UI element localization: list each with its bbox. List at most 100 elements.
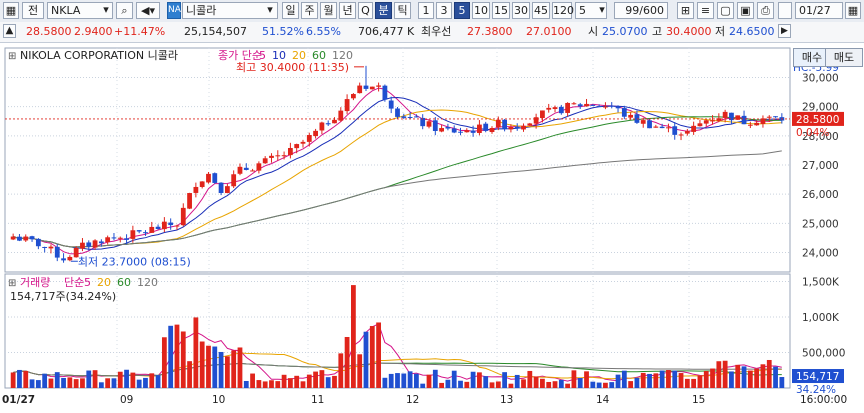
candle (262, 156, 268, 164)
tab-interval_tabs-2[interactable]: 5 (454, 2, 470, 19)
candle-body (61, 258, 66, 261)
grid-settings-icon[interactable]: ⊞ (677, 2, 694, 19)
calendar-icon[interactable]: ▦ (845, 2, 861, 19)
speaker-icon[interactable]: ◀▾ (136, 2, 160, 19)
volume-legend-item: 60 (117, 276, 131, 289)
candle-body (105, 237, 111, 243)
calendar-checkbox[interactable] (778, 2, 792, 19)
volume-bar (596, 382, 602, 388)
price-volume-chart[interactable]: 30,000 29,000 28,000 27,000 26,000 25,000 24,0… (0, 44, 864, 410)
grid-icon[interactable]: ▦ (3, 2, 19, 19)
volume-bar (634, 377, 640, 388)
candle-body (180, 207, 186, 226)
candle-body (338, 110, 344, 121)
volume-bar (363, 331, 369, 388)
candle (10, 233, 16, 241)
tab-period_tabs-4[interactable]: Q (358, 2, 373, 19)
candle-body (174, 225, 180, 227)
tab-period_tabs-6[interactable]: 틱 (394, 2, 411, 19)
volume-bar (10, 372, 16, 388)
tab-interval_tabs-1[interactable]: 3 (436, 2, 452, 19)
arrow-right-icon[interactable]: ▶ (778, 24, 791, 38)
interval-select[interactable]: 5 (575, 2, 607, 19)
tab-period_tabs-5[interactable]: 분 (375, 2, 392, 19)
volume-bar (17, 369, 22, 388)
tab-interval_tabs-7[interactable]: 120 (552, 2, 574, 19)
volume-bar (306, 374, 312, 388)
volume-bar (287, 378, 293, 388)
volume-expand-icon: ⊞ (8, 278, 16, 289)
search-icon[interactable]: ⌕ (116, 2, 133, 19)
candle-body (73, 248, 79, 258)
volume-bar (609, 382, 615, 388)
change-percent: +11.47% (114, 25, 166, 38)
tab-period_tabs-3[interactable]: 년 (339, 2, 356, 19)
tab-interval_tabs-4[interactable]: 15 (492, 2, 510, 19)
x-tick-label: 13 (500, 394, 513, 406)
volume-bar (678, 373, 684, 388)
candle-body (29, 236, 35, 240)
name-dropdown-icon[interactable]: ▾ (267, 3, 273, 16)
volume-bar (458, 380, 463, 388)
volume-bar (35, 380, 41, 388)
sell-button[interactable]: 매도 (825, 48, 863, 67)
volume-bar (187, 361, 192, 388)
volume-ma-line-120 (13, 362, 782, 377)
arrow-up-icon[interactable]: ▲ (3, 24, 16, 38)
tab-period_tabs-0[interactable]: 일 (282, 2, 299, 19)
count-display[interactable]: 99/600 (614, 2, 668, 19)
candle (174, 224, 180, 230)
window-icon[interactable]: ▢ (717, 2, 734, 19)
volume-bar (332, 375, 337, 388)
candle (369, 86, 375, 90)
list-icon[interactable]: ≡ (697, 2, 714, 19)
tab-period_tabs-2[interactable]: 월 (320, 2, 337, 19)
candle (67, 255, 73, 262)
candle (224, 183, 230, 194)
volume-bars (10, 285, 785, 388)
print-icon[interactable]: ⎙ (757, 2, 774, 19)
ma-legend-item: 20 (292, 49, 306, 62)
candle (382, 84, 388, 102)
candle-body (369, 86, 375, 90)
candle-body (332, 119, 337, 124)
candlesticks (10, 65, 785, 263)
candle (193, 182, 199, 198)
candle-body (382, 85, 388, 100)
x-tick-label: 14 (596, 394, 610, 406)
tab-interval_tabs-5[interactable]: 30 (512, 2, 530, 19)
market-selector[interactable]: 전 (22, 2, 44, 19)
candle-body (67, 256, 73, 261)
candle-body (640, 120, 646, 124)
volume-bar (521, 379, 526, 388)
name-input[interactable]: 니콜라 (182, 2, 278, 19)
ma-legend-item: 60 (312, 49, 326, 62)
tab-interval_tabs-6[interactable]: 45 (532, 2, 550, 19)
save-icon[interactable]: ▣ (737, 2, 754, 19)
interval-dropdown-icon[interactable]: ▾ (599, 3, 605, 16)
candle (300, 139, 306, 148)
symbol-input[interactable]: NKLA (47, 2, 113, 19)
tab-period_tabs-1[interactable]: 주 (301, 2, 318, 19)
volume-bar (716, 361, 722, 388)
candle (558, 104, 564, 115)
date-display[interactable]: 01/27 (795, 2, 843, 19)
volume-bar (760, 364, 766, 388)
volume-bar (451, 370, 457, 388)
x-tick-label: 15 (692, 394, 705, 406)
candle-body (357, 85, 363, 94)
tab-interval_tabs-3[interactable]: 10 (472, 2, 490, 19)
volume-tick-label: 1,000K (802, 312, 840, 324)
volume-bar (105, 378, 111, 388)
candle-body (212, 173, 218, 183)
ma-line-10 (13, 96, 782, 250)
dropdown-arrow-icon[interactable]: ▾ (103, 3, 109, 16)
tab-interval_tabs-0[interactable]: 1 (418, 2, 434, 19)
volume-legend-item: 단순 (64, 276, 84, 289)
current-price-label: 28.5800 (796, 114, 839, 126)
x-tick-label: 10 (212, 394, 225, 406)
volume-bar (269, 380, 274, 388)
candle (477, 120, 482, 136)
candle (180, 203, 186, 227)
high-price: 30.4000 (666, 25, 712, 38)
